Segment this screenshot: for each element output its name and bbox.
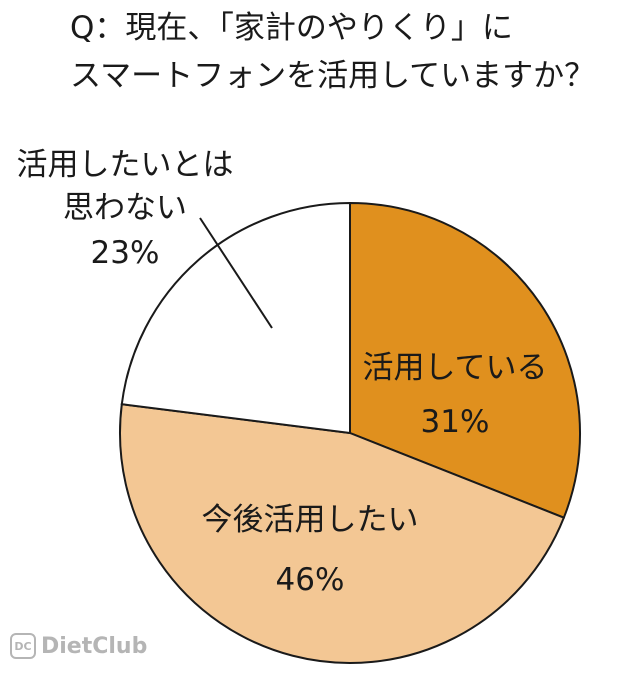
slice-label-using: 活用している [362, 350, 547, 386]
leader-line [199, 217, 273, 329]
slice-value-not-wanted: 23% [91, 235, 160, 271]
dietclub-watermark: DC DietClub [10, 633, 147, 659]
chart-title-line-1: Q：現在、「家計のやりくり」に [70, 10, 513, 46]
pie-slices [119, 201, 581, 664]
pie-slice-future [119, 403, 566, 664]
watermark-text: DietClub [41, 633, 148, 659]
slice-value-future: 46% [276, 562, 345, 598]
pie-slice-using [349, 201, 581, 519]
slice-label-not-wanted-line-2: 思わない [63, 190, 187, 226]
slice-label-not-wanted-line-1: 活用したいとは [17, 147, 234, 183]
dietclub-logo-icon: DC [10, 633, 36, 659]
slice-value-using: 31% [421, 404, 490, 440]
pie-slice-not-wanted [120, 201, 351, 435]
chart-title-line-2: スマートフォンを活用していますか？ [70, 58, 596, 94]
slice-label-future: 今後活用したい [202, 502, 419, 538]
